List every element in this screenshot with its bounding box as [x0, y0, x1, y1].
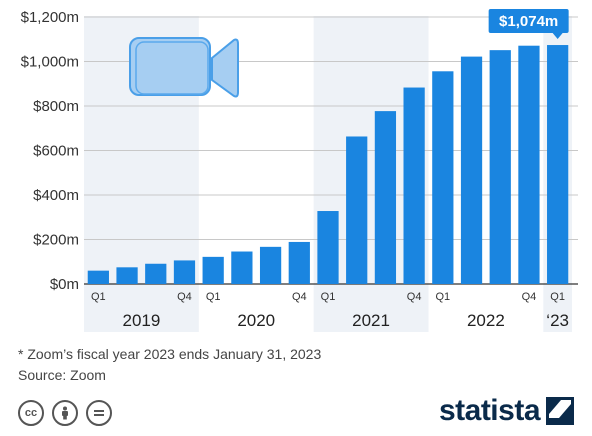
quarter-label: Q1: [321, 291, 336, 303]
bar: [231, 251, 253, 284]
bar: [432, 71, 454, 284]
bar: [346, 136, 368, 284]
bar: [116, 267, 138, 284]
source-note: Source: Zoom: [18, 367, 106, 383]
quarter-label: Q1: [435, 291, 450, 303]
bar: [173, 260, 196, 284]
bar: [87, 270, 109, 284]
bar: [202, 256, 224, 284]
year-label: 2020: [237, 311, 275, 330]
quarter-label: Q4: [522, 291, 537, 303]
bar: [518, 45, 540, 284]
creative-commons-icon[interactable]: cc: [18, 400, 44, 426]
bar: [288, 241, 310, 284]
value-callout-label: $1,074m: [499, 13, 558, 30]
bar: [460, 56, 483, 285]
y-tick-label: $600m: [33, 143, 79, 160]
bar: [403, 87, 425, 284]
bar: [374, 111, 397, 285]
bar: [259, 246, 282, 284]
year-label: 2019: [122, 311, 160, 330]
statista-logo-icon: [546, 397, 574, 425]
bar: [489, 50, 511, 285]
license-icons: cc: [18, 400, 112, 426]
quarter-label: Q1: [550, 291, 565, 303]
y-tick-label: $1,000m: [21, 54, 79, 71]
year-label: ‘23: [546, 311, 569, 330]
year-label: 2022: [467, 311, 505, 330]
bar: [145, 263, 167, 284]
year-label: 2021: [352, 311, 390, 330]
bar: [547, 45, 569, 284]
y-tick-label: $200m: [33, 232, 79, 249]
brand-name: statista: [438, 394, 541, 427]
quarter-label: Q1: [91, 291, 106, 303]
quarter-label: Q4: [177, 291, 192, 303]
quarter-label: Q1: [206, 291, 221, 303]
y-tick-label: $400m: [33, 187, 79, 204]
video-camera-icon: [129, 37, 239, 98]
y-tick-label: $0m: [50, 276, 79, 293]
statista-brand[interactable]: statista: [439, 394, 574, 428]
attribution-icon[interactable]: [52, 400, 78, 426]
footnote: * Zoom’s fiscal year 2023 ends January 3…: [18, 346, 322, 362]
y-tick-label: $800m: [33, 98, 79, 115]
no-derivatives-icon[interactable]: [86, 400, 112, 426]
value-callout-box: [488, 9, 569, 33]
quarter-label: Q4: [292, 291, 307, 303]
value-callout-pointer: [552, 33, 563, 39]
y-tick-label: $1,200m: [21, 9, 79, 26]
bar: [317, 211, 339, 284]
quarter-label: Q4: [407, 291, 422, 303]
